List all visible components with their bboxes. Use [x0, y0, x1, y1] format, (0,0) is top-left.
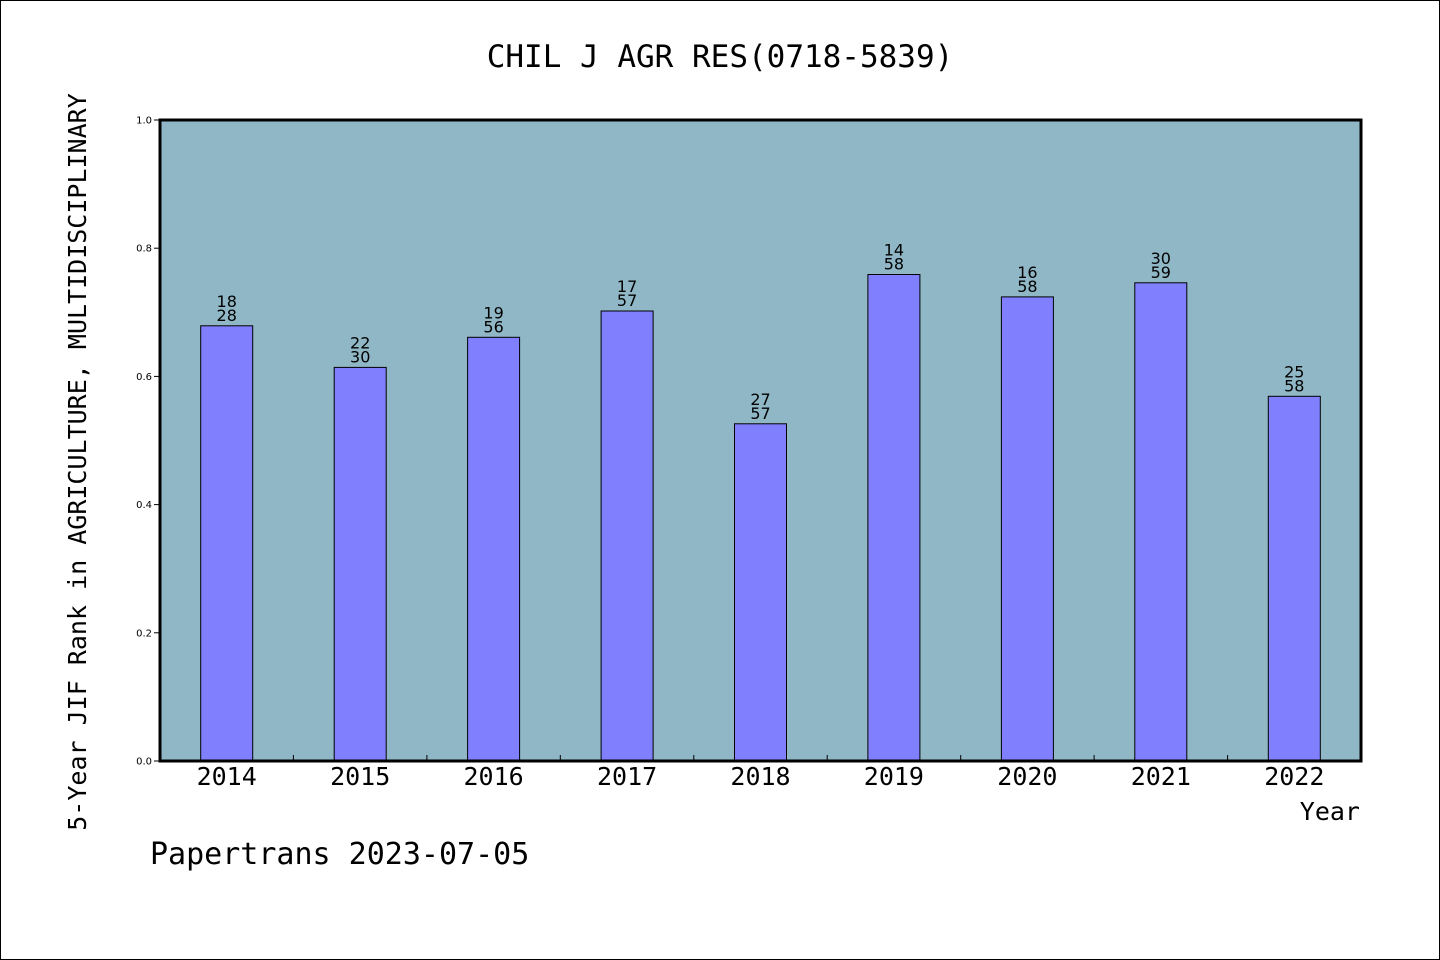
- x-tick-label: 2016: [463, 762, 523, 791]
- bar-total-label: 56: [483, 317, 503, 336]
- plot-border: [158, 118, 1363, 763]
- bars-layer: [200, 274, 1321, 762]
- bar-total-label: 57: [750, 404, 770, 423]
- y-tick-label: 0.2: [136, 628, 152, 639]
- y-tick-label: 0.8: [136, 244, 152, 255]
- bar-2021: [1134, 282, 1188, 762]
- bar-2020: [1000, 296, 1054, 762]
- x-axis-label: Year: [1300, 797, 1360, 826]
- bar-2019: [867, 274, 921, 762]
- y-ticks-layer: 0.0 0.2 0.4 0.6 0.8 1.0: [136, 116, 160, 768]
- bar-rank-label: 16: [1017, 263, 1037, 282]
- bar-rank-label: 22: [350, 333, 370, 352]
- y-axis-label: 5-Year JIF Rank in AGRICULTURE, MULTIDIS…: [63, 93, 92, 831]
- bar-total-label: 59: [1151, 263, 1171, 282]
- bar-total-label: 58: [1284, 376, 1304, 395]
- y-tick-label: 0.6: [136, 372, 152, 383]
- bar-rank-label: 25: [1284, 362, 1304, 381]
- x-tick-label: 2022: [1264, 762, 1324, 791]
- x-tick-label: 2019: [864, 762, 924, 791]
- x-tick-label: 2021: [1131, 762, 1191, 791]
- bar-rank-label: 14: [884, 241, 904, 260]
- y-tick-label: 1.0: [136, 116, 152, 127]
- bar-2014: [200, 325, 254, 762]
- chart-title: CHIL J AGR RES(0718-5839): [487, 39, 954, 75]
- bar-total-label: 58: [1017, 277, 1037, 296]
- x-tick-label: 2014: [197, 762, 257, 791]
- bar-total-label: 58: [884, 255, 904, 274]
- bar-2017: [600, 310, 654, 762]
- x-tick-label: 2017: [597, 762, 657, 791]
- bar-rank-label: 17: [617, 277, 637, 296]
- y-tick-label: 0.4: [136, 500, 152, 511]
- footer-credit: Papertrans 2023-07-05: [150, 837, 529, 872]
- bar-2015: [333, 366, 387, 762]
- bar-rank-label: 30: [1151, 249, 1171, 268]
- bar-rank-label: 19: [483, 303, 503, 322]
- x-tick-label: 2015: [330, 762, 390, 791]
- bar-2022: [1267, 395, 1321, 762]
- x-tick-label: 2020: [997, 762, 1057, 791]
- bar-total-label: 57: [617, 291, 637, 310]
- x-ticks-layer: 2014 2015 2016 2017 2018 2019 2020 2021 2022: [197, 755, 1324, 791]
- y-tick-label: 0.0: [136, 757, 152, 768]
- bar-2018: [734, 423, 787, 762]
- bar-total-label: 30: [350, 347, 370, 366]
- x-tick-label: 2018: [730, 762, 790, 791]
- bar-total-label: 28: [217, 306, 237, 325]
- bar-rank-label: 18: [217, 292, 237, 311]
- bar-2016: [467, 336, 521, 762]
- bar-rank-label: 27: [750, 390, 770, 409]
